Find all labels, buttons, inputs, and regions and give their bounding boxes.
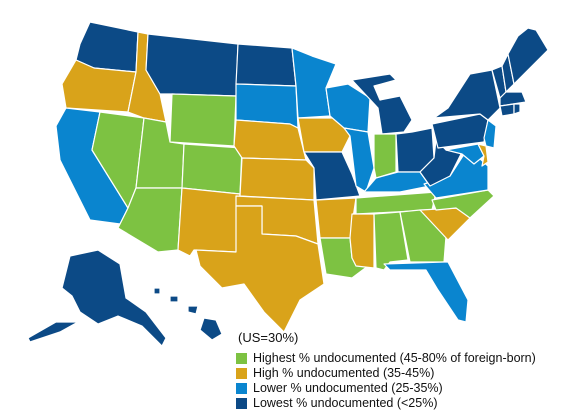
state-KS[interactable] — [239, 157, 315, 201]
state-KY[interactable] — [363, 171, 431, 193]
state-NE[interactable] — [233, 119, 307, 161]
us-average-note: (US=30%) — [238, 330, 299, 345]
state-TX[interactable] — [195, 205, 325, 333]
legend-swatch-high — [236, 367, 247, 379]
legend-item-lower: Lower % undocumented (25-35%) — [236, 381, 576, 395]
state-AK[interactable] — [61, 249, 167, 347]
state-NY[interactable] — [433, 69, 501, 121]
legend-item-lowest: Lowest % undocumented (<25%) — [236, 396, 576, 410]
state-MD[interactable] — [445, 143, 485, 165]
state-PA[interactable] — [431, 113, 489, 149]
legend-label-high: High % undocumented (35-45%) — [253, 366, 435, 380]
state-CT[interactable] — [499, 103, 515, 117]
state-FL[interactable] — [383, 261, 469, 323]
state-MT[interactable] — [145, 33, 239, 97]
state-DE[interactable] — [477, 143, 489, 167]
legend-item-high: High % undocumented (35-45%) — [236, 366, 576, 380]
state-WY[interactable] — [169, 93, 237, 147]
legend-label-highest: Highest % undocumented (45-80% of foreig… — [253, 351, 536, 365]
legend-swatch-lower — [236, 382, 247, 394]
state-NJ[interactable] — [483, 119, 497, 149]
state-RI[interactable] — [513, 103, 521, 115]
state-HI-maui — [187, 305, 199, 315]
state-NM[interactable] — [177, 187, 241, 257]
legend-item-highest: Highest % undocumented (45-80% of foreig… — [236, 351, 576, 365]
state-MA[interactable] — [499, 91, 527, 107]
map-legend: (US=30%) Highest % undocumented (45-80% … — [236, 330, 576, 411]
state-CO[interactable] — [181, 143, 243, 195]
state-HI-oahu — [169, 295, 179, 303]
legend-swatch-highest — [236, 352, 247, 364]
state-HI[interactable] — [199, 317, 223, 341]
state-IN[interactable] — [373, 133, 397, 179]
state-MI[interactable] — [351, 73, 413, 135]
legend-label-lowest: Lowest % undocumented (<25%) — [253, 396, 438, 410]
state-MS[interactable] — [349, 213, 375, 269]
state-GA[interactable] — [399, 209, 447, 263]
state-AK-islands — [27, 321, 79, 343]
legend-swatch-lowest — [236, 397, 247, 409]
state-HI-kauai — [153, 287, 161, 295]
state-MO[interactable] — [303, 151, 361, 201]
state-ME[interactable] — [507, 27, 549, 85]
state-ND[interactable] — [235, 43, 297, 87]
legend-label-lower: Lower % undocumented (25-35%) — [253, 381, 443, 395]
